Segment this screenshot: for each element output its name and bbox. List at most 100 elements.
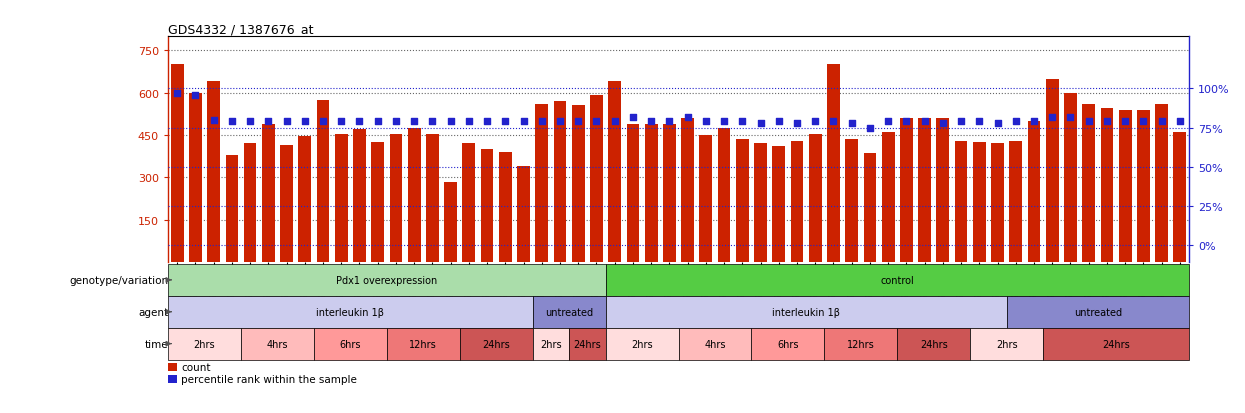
Point <box>312 119 332 126</box>
Bar <box>299 137 311 262</box>
Bar <box>881 133 895 262</box>
Bar <box>605 264 1189 296</box>
Bar <box>280 145 293 262</box>
Bar <box>898 328 970 360</box>
Point <box>259 119 279 126</box>
Text: 2hrs: 2hrs <box>194 339 215 349</box>
Bar <box>972 142 986 262</box>
Bar <box>261 124 275 262</box>
Point <box>1061 114 1081 121</box>
Bar <box>390 134 402 262</box>
Bar <box>554 102 566 262</box>
Point <box>186 92 205 99</box>
Point <box>367 119 387 126</box>
Text: untreated: untreated <box>545 307 593 317</box>
Bar <box>970 328 1043 360</box>
Bar <box>168 296 533 328</box>
Point <box>405 119 425 126</box>
Point <box>933 120 952 127</box>
Bar <box>1174 133 1186 262</box>
Text: genotype/variation: genotype/variation <box>68 275 168 285</box>
Bar <box>168 375 178 383</box>
Bar <box>605 296 1007 328</box>
Bar <box>590 96 603 262</box>
Bar <box>335 134 347 262</box>
Point <box>459 119 479 126</box>
Bar <box>717 128 731 262</box>
Text: 4hrs: 4hrs <box>266 339 288 349</box>
Point <box>915 119 935 126</box>
Bar <box>225 155 238 262</box>
Bar <box>569 328 605 360</box>
Point <box>477 119 497 126</box>
Bar <box>1082 105 1096 262</box>
Bar <box>1101 109 1113 262</box>
Point <box>951 119 971 126</box>
Bar <box>444 182 457 262</box>
Bar <box>1043 328 1189 360</box>
Text: GDS4332 / 1387676_at: GDS4332 / 1387676_at <box>168 23 314 36</box>
Point <box>605 119 625 126</box>
Bar <box>736 140 748 262</box>
Point <box>331 119 351 126</box>
Point <box>386 119 406 126</box>
Point <box>732 119 752 126</box>
Point <box>532 119 552 126</box>
Bar <box>189 93 202 262</box>
Text: agent: agent <box>138 307 168 317</box>
Bar <box>533 328 569 360</box>
Bar <box>919 119 931 262</box>
Bar <box>809 134 822 262</box>
Text: 6hrs: 6hrs <box>777 339 798 349</box>
Point <box>1025 119 1045 126</box>
Point <box>696 119 716 126</box>
Point <box>295 119 315 126</box>
Text: interleukin 1β: interleukin 1β <box>316 307 385 317</box>
Point <box>1116 119 1135 126</box>
Point <box>896 119 916 126</box>
Point <box>1042 114 1062 121</box>
Text: 24hrs: 24hrs <box>482 339 510 349</box>
Point <box>167 90 187 97</box>
Bar <box>1027 121 1041 262</box>
Point <box>1152 119 1172 126</box>
Bar <box>242 328 314 360</box>
Bar <box>626 124 640 262</box>
Text: 12hrs: 12hrs <box>410 339 437 349</box>
Bar <box>900 119 913 262</box>
Bar <box>1046 79 1058 262</box>
Text: 24hrs: 24hrs <box>574 339 601 349</box>
Bar <box>955 141 967 262</box>
Point <box>1097 119 1117 126</box>
Text: 12hrs: 12hrs <box>847 339 875 349</box>
Bar <box>664 124 676 262</box>
Text: count: count <box>182 362 210 372</box>
Text: control: control <box>880 275 914 285</box>
Text: time: time <box>144 339 168 349</box>
Bar <box>936 119 949 262</box>
Text: 24hrs: 24hrs <box>920 339 947 349</box>
Point <box>987 120 1007 127</box>
Bar <box>1155 105 1168 262</box>
Bar <box>824 328 898 360</box>
Point <box>350 119 370 126</box>
Point <box>422 119 442 126</box>
Bar <box>426 134 438 262</box>
Bar <box>1007 296 1189 328</box>
Bar <box>314 328 387 360</box>
Point <box>514 119 534 126</box>
Point <box>441 119 461 126</box>
Bar <box>827 65 840 262</box>
Bar <box>462 144 476 262</box>
Text: Pdx1 overexpression: Pdx1 overexpression <box>336 275 437 285</box>
Bar <box>168 264 605 296</box>
Bar <box>481 150 493 262</box>
Point <box>715 119 735 126</box>
Bar <box>791 141 803 262</box>
Bar <box>517 166 530 262</box>
Text: percentile rank within the sample: percentile rank within the sample <box>182 375 357 385</box>
Bar <box>752 328 824 360</box>
Bar <box>1137 110 1150 262</box>
Point <box>1006 119 1026 126</box>
Point <box>1170 119 1190 126</box>
